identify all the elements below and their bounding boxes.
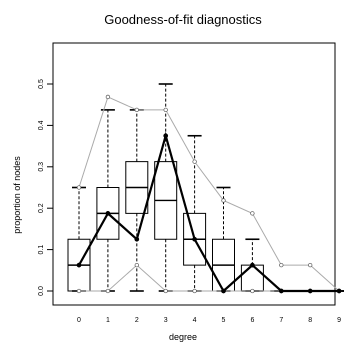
series-point-observed — [278, 288, 284, 294]
x-tick-label: 0 — [77, 317, 81, 324]
series-point-observed — [336, 288, 342, 294]
box-0 — [67, 186, 91, 292]
series-point-upper-bound — [250, 211, 255, 216]
x-tick-label: 6 — [250, 317, 254, 324]
series-group — [76, 94, 342, 294]
series-point-observed — [76, 262, 82, 268]
y-tick-label: 0.3 — [38, 162, 45, 172]
chart-title: Goodness-of-fit diagnostics — [104, 12, 262, 27]
y-tick-label: 0.2 — [38, 203, 45, 213]
plot-frame — [52, 42, 336, 306]
series-point-observed — [134, 236, 140, 242]
x-tick-label: 1 — [106, 317, 110, 324]
series-point-lower-bound — [134, 262, 139, 268]
y-tick-label: 0.1 — [38, 245, 45, 255]
box-1 — [96, 109, 120, 292]
x-tick-label: 7 — [279, 317, 283, 324]
y-axis: 0.0 0.1 0.2 0.3 0.4 0.5 — [38, 79, 54, 296]
series-point-upper-bound — [163, 107, 168, 113]
y-tick-label: 0.5 — [38, 79, 45, 89]
x-axis: 0 1 2 3 4 5 6 7 8 9 — [77, 317, 341, 324]
series-point-observed — [221, 288, 226, 294]
series-point-upper-bound — [105, 94, 111, 100]
series-point-observed — [163, 133, 169, 139]
series-point-observed — [250, 262, 255, 268]
x-tick-label: 9 — [337, 317, 341, 324]
y-axis-label: proportion of nodes — [12, 156, 22, 234]
y-tick-label: 0.0 — [38, 286, 45, 296]
box-3 — [154, 83, 178, 292]
series-point-observed — [192, 236, 197, 242]
series-point-upper-bound — [221, 198, 226, 203]
series-point-lower-bound — [76, 288, 82, 294]
box-body — [240, 264, 264, 292]
series-line-observed — [78, 131, 340, 293]
series-point-upper-bound — [192, 159, 197, 164]
series-point-upper-bound — [134, 107, 139, 113]
x-tick-label: 8 — [308, 317, 312, 324]
series-line-upper-bound — [78, 96, 340, 292]
x-axis-label: degree — [169, 332, 197, 342]
x-tick-label: 3 — [164, 317, 168, 324]
y-tick-label: 0.4 — [38, 120, 45, 130]
x-tick-label: 4 — [193, 317, 197, 324]
series-point-lower-bound — [105, 288, 111, 294]
series-point-upper-bound — [279, 262, 284, 268]
series-point-upper-bound — [76, 185, 82, 190]
series-point-lower-bound — [163, 288, 168, 294]
x-tick-label: 5 — [222, 317, 226, 324]
series-point-upper-bound — [308, 262, 313, 268]
series-line-lower-bound — [79, 264, 340, 292]
series-point-lower-bound — [192, 288, 197, 294]
x-tick-label: 2 — [135, 317, 139, 324]
series-point-lower-bound — [250, 288, 255, 294]
series-point-observed — [307, 288, 313, 294]
series-point-observed — [105, 211, 111, 216]
